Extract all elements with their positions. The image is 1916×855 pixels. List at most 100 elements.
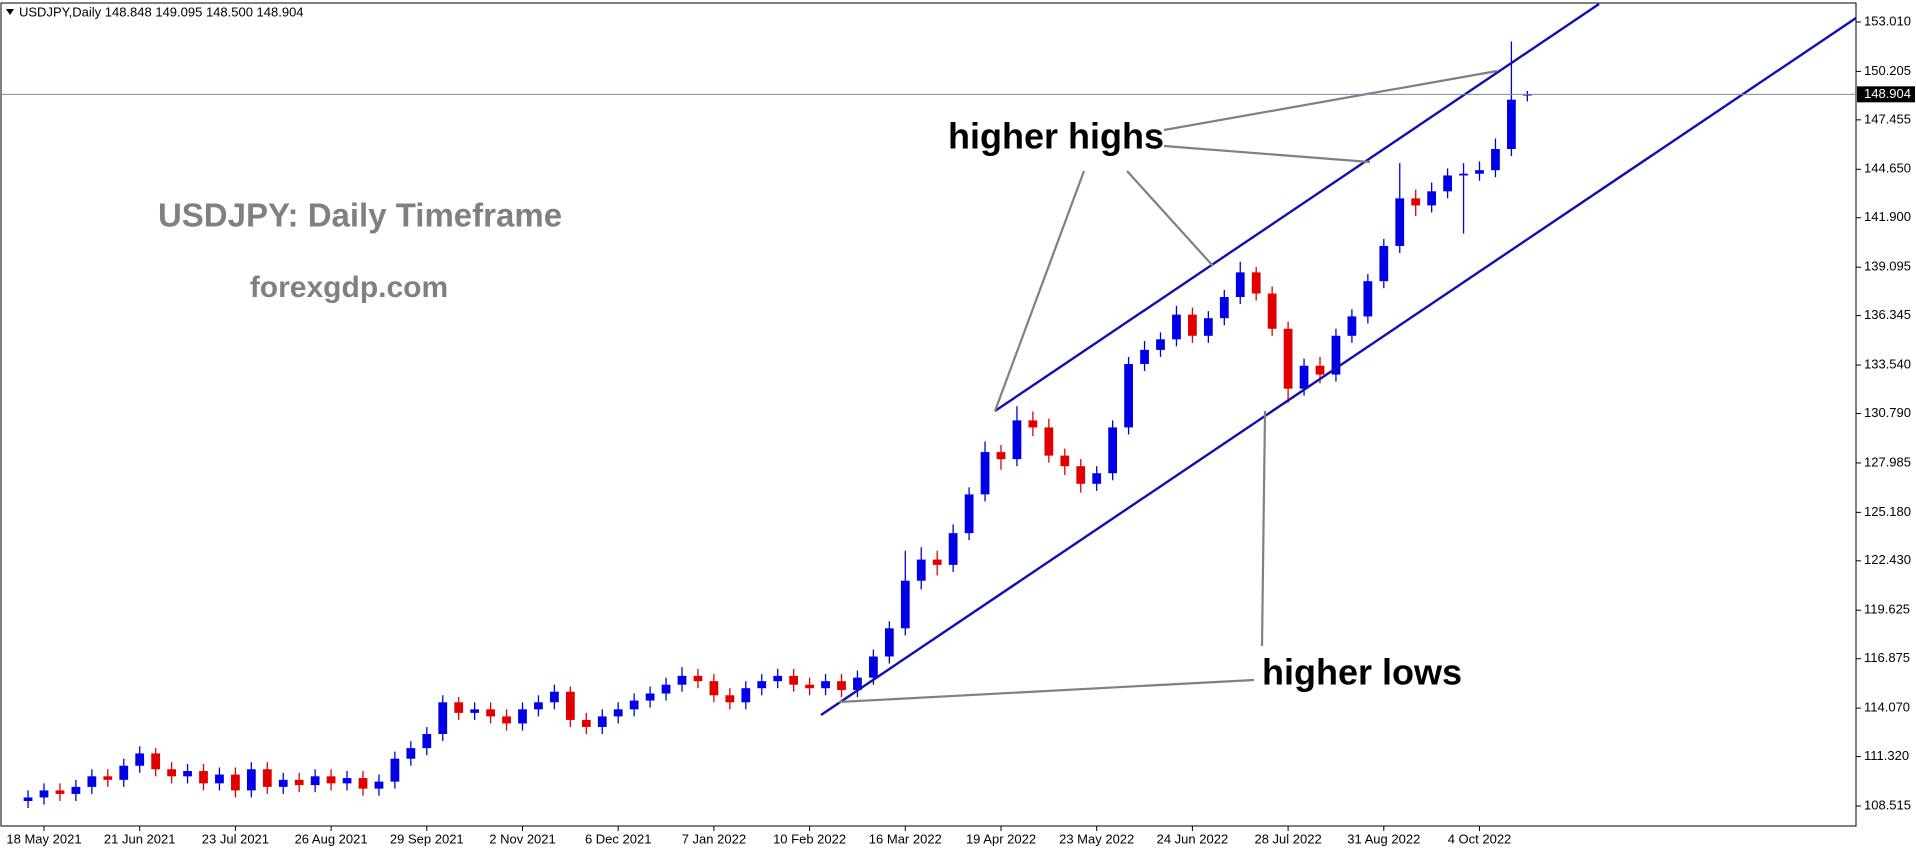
candle-body — [1235, 272, 1245, 298]
candle-body — [757, 681, 767, 689]
candle-body — [916, 559, 926, 581]
x-tick-label: 24 Jun 2022 — [1157, 831, 1229, 846]
candle-body — [39, 790, 49, 798]
candle-body — [1283, 328, 1293, 389]
candle-body — [1108, 427, 1118, 474]
candle-body — [1347, 316, 1357, 336]
candles-layer — [23, 41, 1532, 809]
candle-body — [853, 677, 862, 690]
candle-body — [996, 452, 1006, 460]
candle-body — [1044, 427, 1054, 456]
candle-body — [119, 765, 129, 780]
candle-body — [725, 695, 735, 703]
candle-body — [1379, 245, 1389, 282]
candle-body — [1124, 363, 1133, 428]
lower-channel-line — [820, 17, 1857, 716]
candle-body — [1028, 420, 1038, 428]
candle-body — [1363, 281, 1373, 317]
candle-body — [709, 681, 719, 696]
candle-body — [884, 628, 894, 657]
candle-body — [1475, 170, 1484, 174]
current-price-box — [1857, 86, 1915, 103]
upper-channel-line — [994, 3, 1600, 412]
candle-body — [151, 753, 161, 770]
pointer-line — [838, 678, 1255, 704]
y-tick-label: 125.180 — [1864, 504, 1911, 519]
candle-body — [1507, 99, 1516, 150]
y-tick-label: 144.650 — [1864, 161, 1911, 176]
candle-body — [964, 494, 974, 534]
candle-body — [1172, 314, 1181, 340]
x-tick-label: 2 Nov 2021 — [489, 831, 556, 846]
candle-body — [406, 748, 416, 759]
y-tick-label: 114.070 — [1864, 700, 1910, 715]
candle-body — [645, 693, 655, 701]
candle-body — [1315, 365, 1325, 375]
candle-body — [326, 776, 336, 784]
x-tick-label: 26 Aug 2021 — [295, 831, 368, 846]
y-tick-label: 119.625 — [1864, 602, 1910, 617]
x-tick-label: 16 Mar 2022 — [869, 831, 942, 846]
candle-body — [1076, 466, 1086, 484]
candle-body — [1012, 420, 1022, 460]
y-tick-label: 139.095 — [1864, 259, 1911, 274]
candle-body — [215, 774, 224, 784]
candle-body — [103, 776, 113, 780]
candle-body — [278, 779, 288, 787]
candle-body — [183, 771, 192, 777]
candle-body — [246, 769, 256, 791]
candle-body — [581, 719, 591, 727]
x-tick-label: 18 May 2021 — [6, 831, 81, 846]
candle-body — [789, 675, 799, 685]
candle-body — [613, 709, 623, 717]
y-tick-label: 111.320 — [1864, 748, 1909, 763]
candle-body — [518, 709, 527, 724]
candle-body — [932, 559, 942, 565]
candle-body — [71, 786, 81, 794]
candle-body — [55, 790, 65, 794]
candle-body — [167, 769, 176, 777]
candle-body — [390, 758, 400, 782]
plot-frame — [0, 2, 1857, 827]
annotation-higher-highs: higher highs — [948, 116, 1164, 157]
candle-body — [310, 776, 320, 786]
candle-body — [1156, 339, 1165, 350]
candle-body — [1522, 94, 1532, 96]
candle-body — [87, 776, 97, 787]
x-tick-label: 21 Jun 2021 — [104, 831, 176, 846]
x-tick-label: 23 May 2022 — [1059, 831, 1134, 846]
candle-body — [502, 716, 511, 724]
pointer-line — [1163, 69, 1498, 132]
candle-body — [470, 709, 480, 713]
candle-body — [438, 702, 448, 735]
y-tick-label: 116.875 — [1864, 650, 1910, 665]
x-tick-label: 7 Jan 2022 — [682, 831, 746, 846]
candle-body — [948, 533, 958, 565]
candle-body — [1092, 473, 1102, 484]
candle-body — [23, 797, 33, 801]
candle-body — [821, 681, 830, 689]
x-tick-label: 23 Jul 2021 — [202, 831, 269, 846]
annotation-site: forexgdp.com — [250, 271, 448, 304]
candle-body — [1427, 191, 1437, 206]
x-tick-label: 10 Feb 2022 — [773, 831, 846, 846]
candle-body — [199, 771, 208, 784]
candle-body — [741, 688, 751, 703]
y-tick-label: 127.985 — [1864, 454, 1911, 469]
pointer-line — [1260, 410, 1267, 647]
candle-body — [661, 684, 671, 694]
candle-body — [534, 702, 543, 710]
candle-body — [1060, 455, 1070, 467]
candle-body — [135, 753, 145, 766]
y-tick-label: 122.430 — [1864, 552, 1911, 567]
pointer-line — [993, 170, 1086, 412]
candle-body — [629, 700, 639, 710]
candle-body — [1251, 272, 1261, 294]
x-tick-label: 6 Dec 2021 — [585, 831, 652, 846]
candle-body — [550, 691, 559, 703]
candle-body — [1203, 318, 1213, 336]
candle-body — [1267, 293, 1277, 329]
candle-body — [1331, 335, 1341, 375]
candle-body — [900, 580, 910, 629]
